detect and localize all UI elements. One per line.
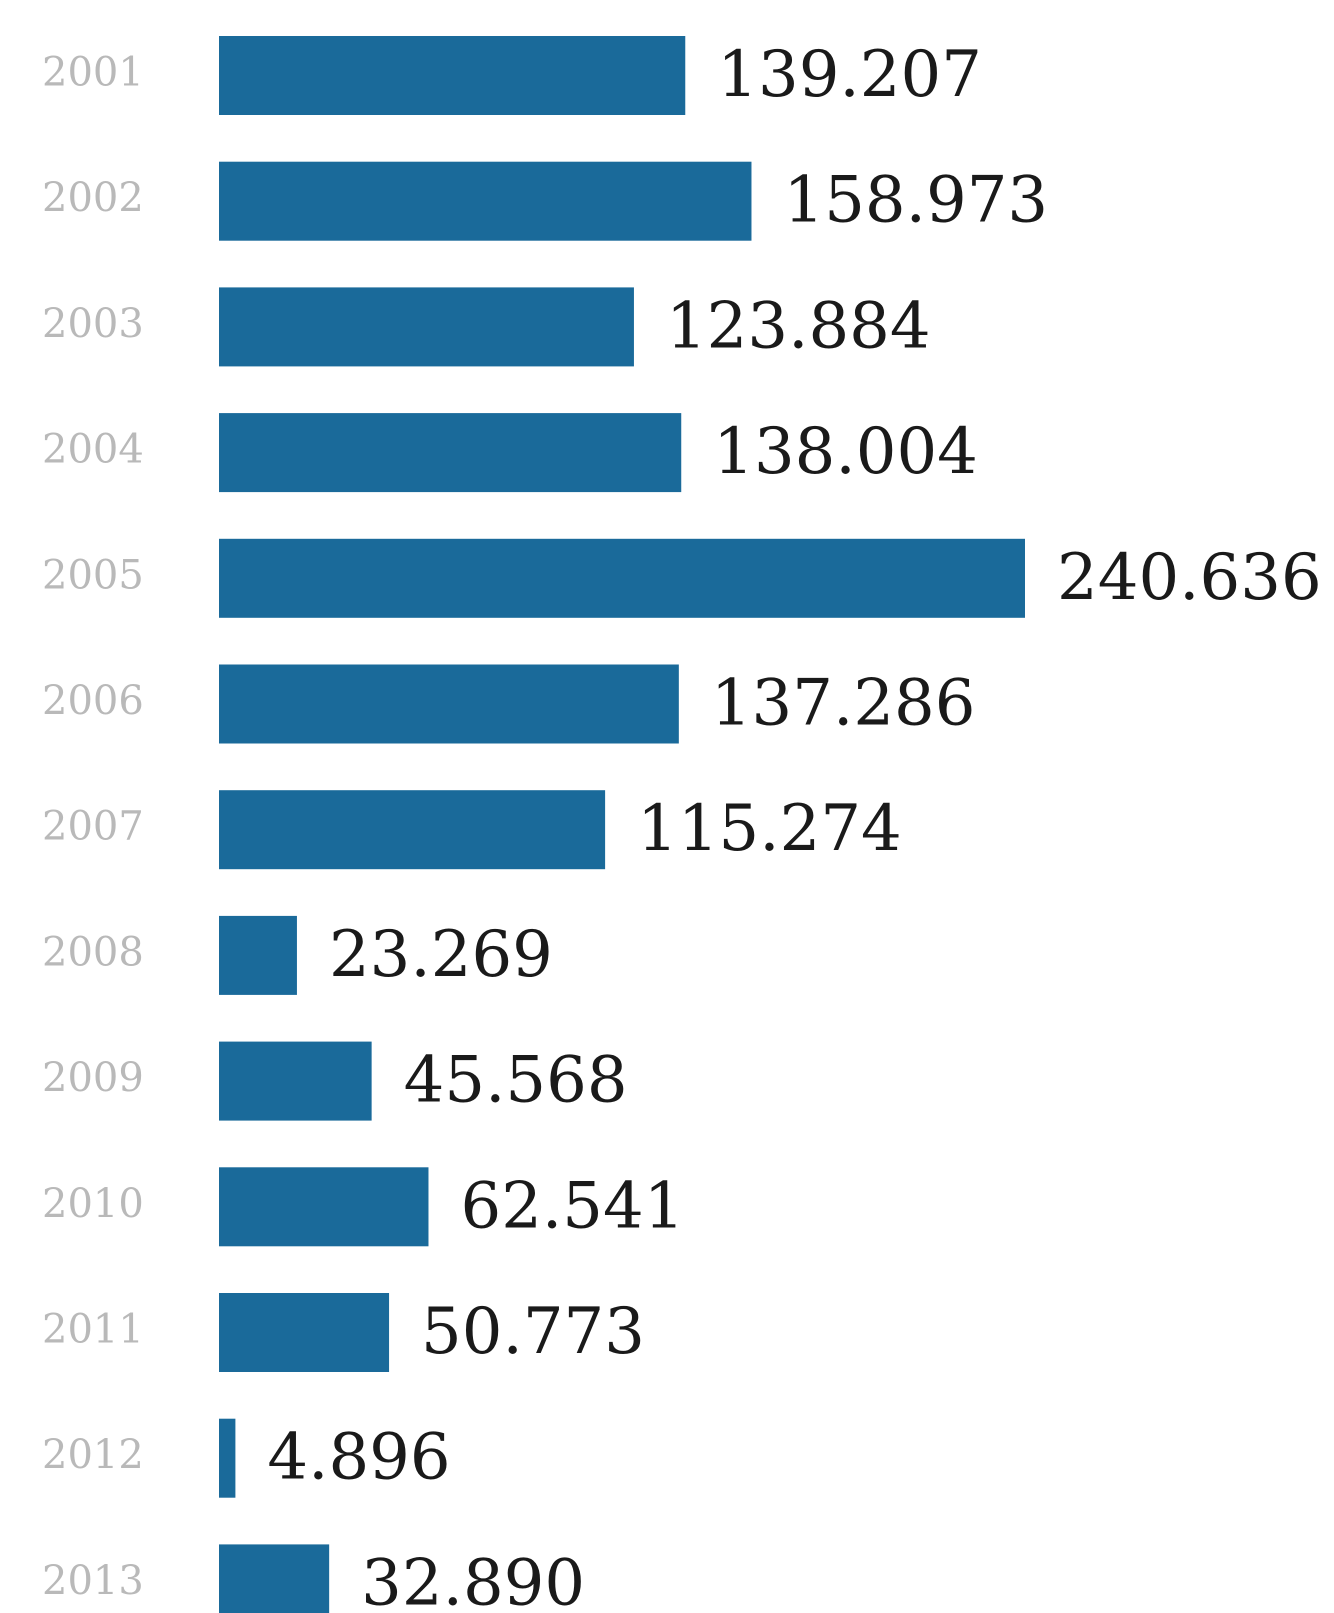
value-label: 137.286 <box>711 667 976 741</box>
category-label: 2011 <box>42 1307 144 1353</box>
bar-row-2005: 2005 240.636 <box>42 538 1322 618</box>
bar-row-2006: 2006 137.286 <box>42 664 976 744</box>
category-label: 2005 <box>42 552 144 598</box>
category-label: 2001 <box>42 50 144 96</box>
bar-row-2002: 2002 158.973 <box>42 161 1048 241</box>
bar <box>219 538 1025 618</box>
bar <box>219 413 682 493</box>
category-label: 2002 <box>42 175 144 221</box>
bar-row-2008: 2008 23.269 <box>42 915 553 995</box>
bar-row-2007: 2007 115.274 <box>42 790 902 870</box>
bar-row-2001: 2001 139.207 <box>42 36 982 115</box>
value-label: 139.207 <box>717 38 982 112</box>
bar <box>219 36 686 115</box>
bar-row-2003: 2003 123.884 <box>42 287 931 367</box>
value-label: 4.896 <box>267 1421 450 1495</box>
bar-row-2013: 2013 32.890 <box>42 1544 585 1613</box>
category-label: 2007 <box>42 804 144 850</box>
bar <box>219 664 679 744</box>
value-label: 138.004 <box>713 415 978 489</box>
bar <box>219 1167 429 1247</box>
bar <box>219 1544 330 1613</box>
category-label: 2008 <box>42 929 144 975</box>
category-label: 2012 <box>42 1432 144 1478</box>
bar <box>219 790 606 870</box>
bar-row-2004: 2004 138.004 <box>42 413 978 493</box>
bar <box>219 287 634 367</box>
bar-row-2012: 2012 4.896 <box>42 1418 451 1498</box>
category-label: 2010 <box>42 1181 144 1227</box>
bar-row-2011: 2011 50.773 <box>42 1293 645 1372</box>
value-label: 45.568 <box>404 1044 628 1118</box>
value-label: 50.773 <box>421 1295 645 1369</box>
bar <box>219 161 752 241</box>
value-label: 32.890 <box>361 1546 585 1613</box>
value-label: 23.269 <box>329 918 553 992</box>
value-label: 158.973 <box>783 164 1048 238</box>
category-label: 2003 <box>42 301 144 347</box>
bar <box>219 1293 390 1372</box>
bar-row-2009: 2009 45.568 <box>42 1041 628 1121</box>
value-label: 115.274 <box>637 792 902 866</box>
bar <box>219 915 297 995</box>
value-label: 123.884 <box>666 289 931 363</box>
category-label: 2006 <box>42 678 144 724</box>
value-label: 240.636 <box>1057 541 1322 615</box>
bar <box>219 1041 372 1121</box>
category-label: 2013 <box>42 1558 144 1604</box>
bar <box>219 1418 236 1498</box>
bar-row-2010: 2010 62.541 <box>42 1167 684 1247</box>
value-label: 62.541 <box>460 1169 684 1243</box>
category-label: 2004 <box>42 427 144 473</box>
category-label: 2009 <box>42 1055 144 1101</box>
